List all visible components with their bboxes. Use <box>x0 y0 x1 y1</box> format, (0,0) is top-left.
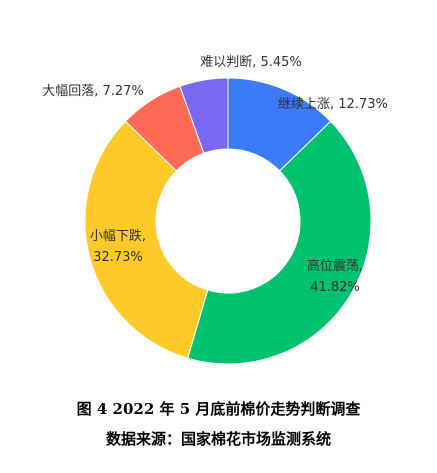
slice-labels: 继续上涨, 12.73% 高位震荡, 41.82% 小幅下跌, 32.73% 大幅回落, … <box>42 55 388 295</box>
slice-label-1: 继续上涨, 12.73% <box>278 97 388 112</box>
slice-label-5: 难以判断, 5.45% <box>200 55 302 70</box>
figure-caption: 图 4 2022 年 5 月底前棉价走势判断调查 <box>76 400 361 418</box>
slice-label-4: 大幅回落, 7.27% <box>42 84 144 99</box>
donut-slice-3 <box>84 120 209 359</box>
donut-slice-2 <box>187 120 372 365</box>
slice-label-3: 小幅下跌, 32.73% <box>90 228 146 265</box>
data-source-note: 数据来源：国家棉花市场监测系统 <box>105 430 331 448</box>
donut-slices <box>84 77 372 365</box>
slice-label-2: 高位震荡, 41.82% <box>307 258 363 295</box>
donut-chart: 继续上涨, 12.73% 高位震荡, 41.82% 小幅下跌, 32.73% 大幅回落, … <box>42 55 388 365</box>
donut-slice-5 <box>179 77 229 154</box>
